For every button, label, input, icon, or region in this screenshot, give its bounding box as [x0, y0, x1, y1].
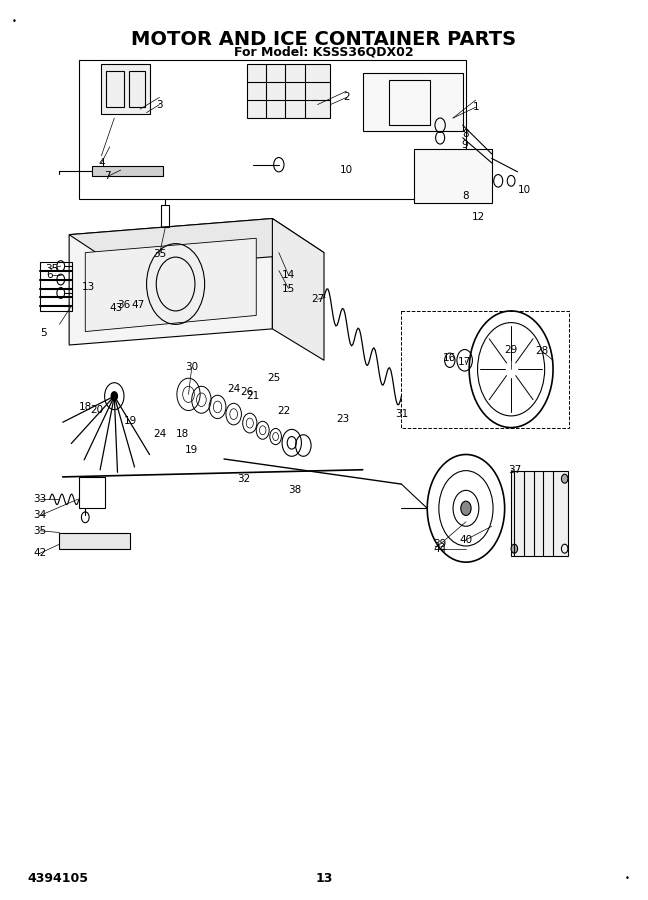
Circle shape [561, 474, 568, 483]
Text: 5: 5 [40, 328, 47, 338]
Text: 29: 29 [505, 345, 518, 355]
Text: 37: 37 [508, 464, 521, 474]
Bar [106, 71, 124, 107]
Text: 28: 28 [535, 346, 549, 356]
Text: 9: 9 [461, 140, 468, 150]
Text: 13: 13 [316, 872, 332, 886]
Bar [511, 471, 568, 556]
Bar [389, 80, 430, 125]
Circle shape [511, 544, 518, 554]
Text: 12: 12 [472, 212, 485, 221]
Text: 18: 18 [78, 402, 92, 412]
Circle shape [111, 392, 117, 400]
Text: 20: 20 [90, 405, 104, 415]
Polygon shape [69, 219, 272, 345]
Bar [129, 71, 145, 107]
Text: 22: 22 [277, 407, 290, 417]
Text: 17: 17 [458, 357, 471, 367]
Bar [161, 205, 169, 228]
Text: 4: 4 [98, 158, 105, 168]
Bar [40, 262, 73, 310]
Text: 23: 23 [337, 414, 350, 424]
Bar [101, 64, 150, 113]
Text: 15: 15 [282, 284, 295, 293]
Text: 35: 35 [45, 264, 58, 274]
Text: 34: 34 [34, 510, 47, 520]
Text: 39: 39 [434, 539, 446, 549]
Text: 19: 19 [124, 417, 137, 427]
Text: 1: 1 [472, 103, 479, 112]
Text: 13: 13 [82, 282, 95, 292]
Polygon shape [69, 219, 324, 269]
Text: 32: 32 [237, 473, 250, 483]
Text: 31: 31 [395, 410, 408, 419]
Text: 14: 14 [282, 270, 295, 280]
Bar [79, 477, 104, 508]
Text: 43: 43 [110, 303, 123, 313]
Text: 26: 26 [240, 387, 253, 397]
Polygon shape [86, 238, 256, 331]
Text: 44: 44 [434, 544, 446, 554]
Text: 7: 7 [104, 171, 111, 181]
Text: For Model: KSSS36QDX02: For Model: KSSS36QDX02 [234, 45, 414, 58]
Text: 25: 25 [267, 374, 281, 383]
Text: 35: 35 [153, 249, 166, 259]
Text: 16: 16 [443, 353, 456, 363]
Text: 10: 10 [518, 184, 531, 194]
Text: 24: 24 [227, 384, 240, 394]
Text: 10: 10 [340, 165, 353, 176]
Text: 47: 47 [132, 300, 145, 310]
Text: 42: 42 [34, 548, 47, 558]
Text: •: • [625, 875, 630, 884]
Text: 35: 35 [34, 526, 47, 536]
Text: 30: 30 [185, 363, 198, 373]
Text: 3: 3 [156, 100, 163, 110]
Text: 38: 38 [288, 485, 301, 495]
Circle shape [461, 501, 471, 516]
Text: 19: 19 [185, 445, 198, 455]
Text: •: • [12, 16, 17, 25]
Text: 8: 8 [463, 130, 469, 140]
Text: 21: 21 [246, 392, 260, 401]
Text: 18: 18 [176, 428, 189, 439]
Text: 4394105: 4394105 [27, 872, 88, 886]
Text: 24: 24 [153, 428, 166, 439]
Text: 8: 8 [463, 191, 469, 201]
Polygon shape [272, 219, 324, 360]
Bar [92, 166, 163, 176]
Text: 40: 40 [459, 535, 472, 544]
Text: 33: 33 [34, 494, 47, 504]
Text: 27: 27 [311, 294, 324, 304]
Bar [414, 149, 492, 203]
Bar [363, 73, 463, 131]
Text: MOTOR AND ICE CONTAINER PARTS: MOTOR AND ICE CONTAINER PARTS [132, 30, 516, 49]
Text: 2: 2 [343, 93, 350, 103]
Bar [247, 64, 330, 118]
Bar [60, 533, 130, 549]
Text: 6: 6 [47, 270, 53, 280]
Text: 36: 36 [117, 300, 131, 310]
